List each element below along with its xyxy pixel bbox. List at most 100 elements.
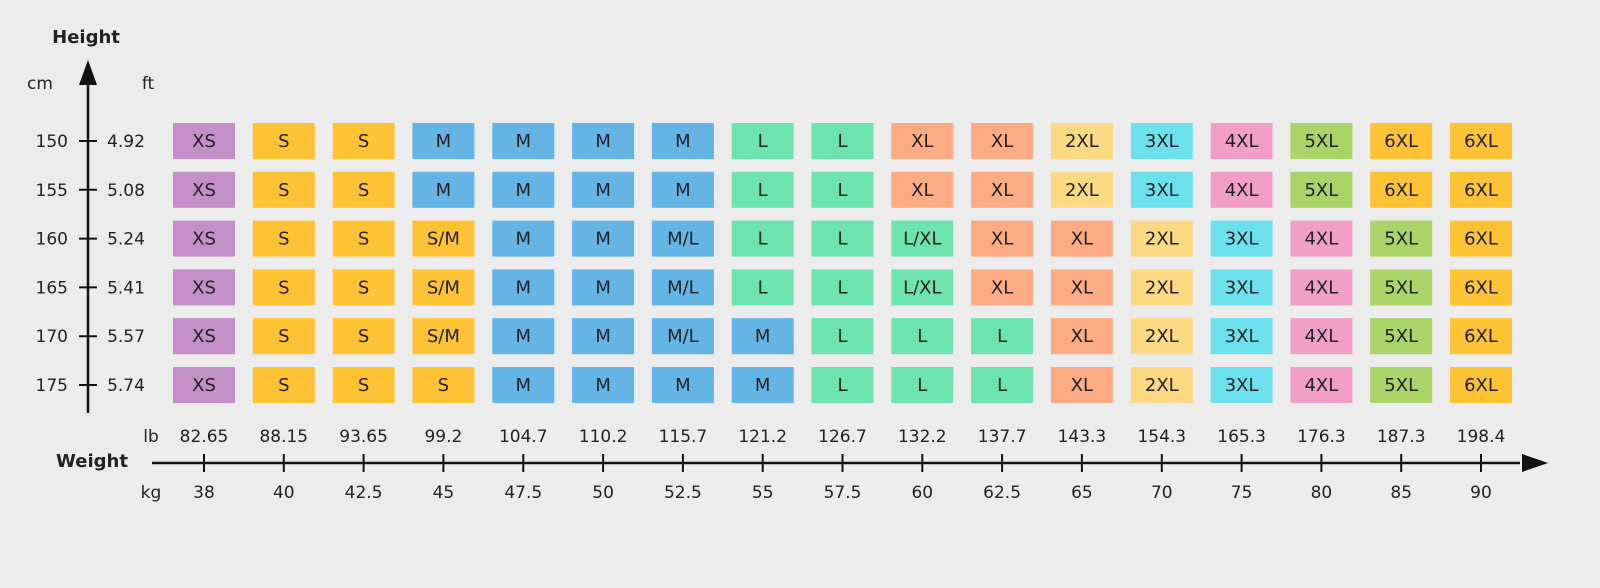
size-cell xyxy=(1290,367,1353,403)
size-cell-label: M xyxy=(436,131,452,152)
size-cell xyxy=(412,269,475,306)
size-cell-label: 4XL xyxy=(1304,277,1338,298)
size-cell xyxy=(1210,318,1273,355)
size-cell xyxy=(572,220,635,257)
size-cell xyxy=(1450,171,1512,208)
size-cell xyxy=(1050,171,1113,208)
size-cell-label: 6XL xyxy=(1464,131,1498,152)
size-cell-label: S xyxy=(278,229,289,250)
size-cell-label: 4XL xyxy=(1304,375,1338,396)
size-cell-label: 4XL xyxy=(1225,131,1259,152)
size-cell xyxy=(572,367,635,403)
size-cell xyxy=(811,171,874,208)
x-ticks: 82.65 38 88.15 40 93.65 42.5 99.2 45 104.7 47.5 11… xyxy=(180,427,1506,503)
size-cell xyxy=(252,269,315,306)
size-cell xyxy=(1210,123,1273,159)
x-tick-label-lb: 115.7 xyxy=(659,427,708,447)
size-cell xyxy=(1050,220,1113,257)
x-tick-label-lb: 104.7 xyxy=(499,427,548,447)
size-cell-label: 5XL xyxy=(1384,229,1418,250)
x-tick-label-kg: 47.5 xyxy=(504,483,542,503)
size-cell xyxy=(651,123,714,159)
size-cell xyxy=(731,123,794,159)
x-tick-label-lb: 198.4 xyxy=(1457,427,1506,447)
x-tick-label-lb: 165.3 xyxy=(1217,427,1266,447)
size-cell xyxy=(891,367,954,403)
size-cell-label: 6XL xyxy=(1384,180,1418,201)
size-cell-label: M/L xyxy=(667,326,699,347)
size-cell-label: 4XL xyxy=(1304,326,1338,347)
size-cell xyxy=(492,367,555,403)
size-cell-label: 3XL xyxy=(1225,277,1259,298)
size-cell-label: M xyxy=(516,229,532,250)
size-cell-label: L xyxy=(837,277,847,298)
size-cell xyxy=(572,123,635,159)
size-cell-label: M xyxy=(436,180,452,201)
size-cell xyxy=(1210,367,1273,403)
size-cell xyxy=(651,171,714,208)
size-cell xyxy=(492,220,555,257)
size-cell-label: 6XL xyxy=(1464,375,1498,396)
size-cell-label: S xyxy=(438,375,449,396)
size-cell xyxy=(1210,220,1273,257)
x-axis-title: Weight xyxy=(56,451,128,472)
size-cell xyxy=(332,269,395,306)
size-cell-label: L xyxy=(997,326,1007,347)
size-cell xyxy=(252,220,315,257)
size-cell-label: L xyxy=(758,131,768,152)
size-cell-label: S/M xyxy=(427,326,460,347)
size-cell xyxy=(412,367,475,403)
x-tick-label-lb: 176.3 xyxy=(1297,427,1346,447)
size-cell-label: L xyxy=(837,131,847,152)
size-cell xyxy=(1130,220,1193,257)
size-cell xyxy=(1050,367,1113,403)
y-tick-label-ft: 5.41 xyxy=(107,278,145,298)
size-cell-label: XS xyxy=(192,131,216,152)
size-cell xyxy=(412,123,475,159)
y-ticks: 150 4.92 155 5.08 160 5.24 165 5.41 170 5.57 175 5.… xyxy=(36,132,145,396)
x-tick-label-kg: 42.5 xyxy=(345,483,383,503)
x-tick-label-lb: 143.3 xyxy=(1058,427,1107,447)
size-cell xyxy=(1290,123,1353,159)
size-cell-label: L xyxy=(917,326,927,347)
size-cell xyxy=(1290,318,1353,355)
size-cell xyxy=(412,220,475,257)
size-cell-label: L xyxy=(837,180,847,201)
size-cell-label: 4XL xyxy=(1304,229,1338,250)
size-cell xyxy=(332,123,395,159)
size-cell-label: M xyxy=(595,326,611,347)
size-cell-label: 6XL xyxy=(1464,180,1498,201)
size-cell-label: L xyxy=(917,375,927,396)
size-cell-label: M xyxy=(675,375,691,396)
size-cell xyxy=(572,171,635,208)
size-cell xyxy=(971,318,1034,355)
size-cell-label: L xyxy=(758,180,768,201)
size-cell-label: 4XL xyxy=(1225,180,1259,201)
size-cell xyxy=(1290,269,1353,306)
size-cell-label: XL xyxy=(991,180,1013,201)
size-cell xyxy=(173,220,235,257)
size-cell xyxy=(1370,220,1433,257)
size-cell-label: 2XL xyxy=(1065,180,1099,201)
y-tick-label-cm: 150 xyxy=(36,132,68,152)
x-tick-label-lb: 137.7 xyxy=(978,427,1027,447)
x-unit-top: lb xyxy=(143,427,159,447)
x-tick-label-kg: 52.5 xyxy=(664,483,702,503)
size-cell-label: M xyxy=(675,180,691,201)
y-tick-label-cm: 175 xyxy=(36,376,68,396)
size-cell xyxy=(971,220,1034,257)
size-cell-label: M xyxy=(516,375,532,396)
size-cell-label: 5XL xyxy=(1384,326,1418,347)
size-cell-label: M xyxy=(516,277,532,298)
size-cell-label: 5XL xyxy=(1384,277,1418,298)
size-cell xyxy=(891,318,954,355)
size-cell xyxy=(651,220,714,257)
size-cell-label: 5XL xyxy=(1304,131,1338,152)
y-axis-title: Height xyxy=(52,27,120,48)
size-cell xyxy=(492,171,555,208)
size-cell-label: XS xyxy=(192,326,216,347)
y-tick-label-cm: 160 xyxy=(36,230,68,250)
size-cell xyxy=(252,367,315,403)
size-cell xyxy=(971,367,1034,403)
